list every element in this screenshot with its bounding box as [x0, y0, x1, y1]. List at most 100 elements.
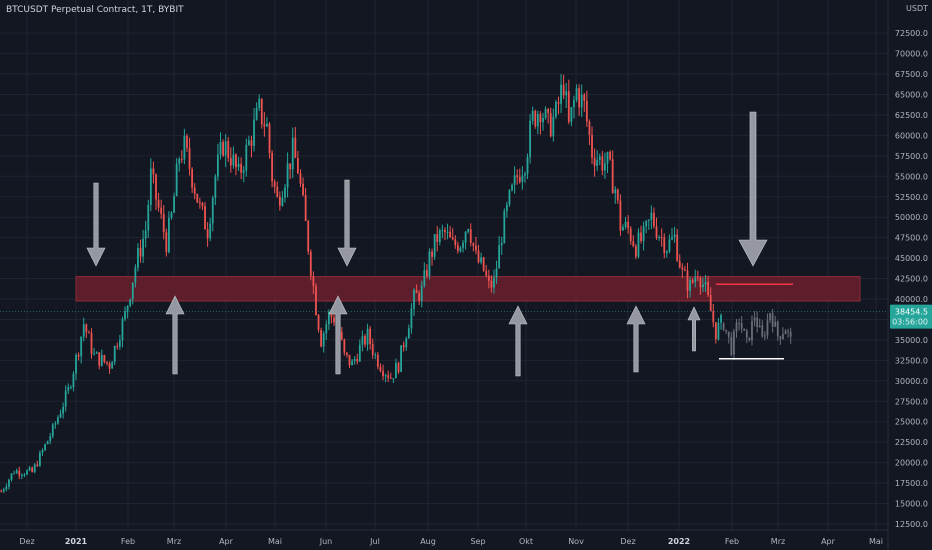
price-tick-label: 52500.0: [895, 193, 928, 202]
resistance-zone-layer: [75, 276, 861, 302]
candle-body: [366, 328, 369, 345]
candle-body: [139, 248, 142, 257]
candle-body: [178, 158, 181, 164]
candle-body: [508, 190, 511, 205]
candle-body: [397, 362, 400, 373]
price-axis[interactable]: 12500.0 15000.0 17500.0 20000.0 22500.0 25000…: [887, 0, 932, 550]
projection-body: [740, 323, 743, 329]
candle-body: [36, 464, 39, 466]
candle-body: [606, 152, 609, 164]
price-tick-label: 72500.0: [895, 29, 928, 38]
time-tick-label: Nov: [568, 537, 584, 546]
projection-body: [776, 321, 779, 337]
projection-body: [735, 322, 738, 332]
candle-body: [325, 324, 328, 334]
candle-body: [441, 230, 444, 232]
candle-body: [622, 227, 624, 231]
candle-body: [69, 387, 72, 389]
candle-body: [609, 152, 611, 160]
candle-body: [694, 277, 697, 283]
candle-body: [668, 239, 671, 252]
candle-body: [46, 441, 49, 445]
price-tick-label: 22500.0: [895, 438, 928, 447]
time-tick-label: 2021: [65, 537, 88, 546]
candle-body: [162, 213, 165, 233]
candle-body: [327, 312, 330, 325]
candle-body: [59, 413, 62, 418]
projection-body: [769, 313, 771, 321]
candle-body: [459, 247, 462, 252]
candle-body: [521, 175, 524, 182]
projection-body: [766, 320, 769, 336]
candle-body: [18, 470, 21, 476]
time-axis[interactable]: Dez 2021 Feb Mrz Apr Mai Jun Jul Aug Sep Okt Nov Dez…: [0, 529, 888, 546]
arrow-up-icon: [165, 295, 185, 375]
candle-body: [614, 189, 617, 194]
candle-body: [596, 159, 599, 166]
candle-body: [456, 245, 459, 252]
candle-body: [294, 137, 297, 158]
candle-body: [211, 198, 214, 224]
projection-body: [771, 313, 774, 327]
candle-body: [15, 470, 18, 474]
candle-body: [44, 444, 46, 451]
projection-body: [756, 317, 759, 328]
candle-body: [681, 267, 684, 270]
candle-body: [573, 100, 575, 108]
candle-body: [376, 354, 379, 367]
arrow-up-icon: [626, 305, 646, 373]
candle-body: [235, 154, 237, 168]
candle-body: [98, 352, 101, 366]
candle-body: [562, 84, 565, 96]
candle-body: [152, 168, 155, 175]
projection-body: [782, 334, 784, 339]
candle-body: [433, 234, 436, 257]
arrow-up-icon: [508, 305, 528, 377]
candle-body: [23, 474, 26, 476]
candle-body: [253, 119, 255, 146]
arrow-up-icon: [687, 306, 701, 352]
candle-body: [640, 232, 642, 241]
candle-body: [477, 250, 480, 263]
candle-body: [500, 243, 503, 246]
candle-body: [678, 260, 681, 268]
candle-body: [583, 94, 586, 101]
candle-body: [642, 226, 645, 241]
candle-body: [467, 229, 470, 232]
candle-body: [446, 231, 449, 233]
candle-body: [647, 219, 650, 221]
candle-body: [358, 344, 361, 362]
candle-body: [405, 338, 408, 348]
time-tick-label: Sep: [470, 537, 485, 546]
price-tick-label: 17500.0: [895, 479, 928, 488]
candle-body: [531, 111, 534, 121]
candle-body: [676, 234, 679, 261]
candle-body: [276, 186, 279, 197]
candle-body: [449, 231, 452, 238]
price-tick-label: 30000.0: [895, 377, 928, 386]
candle-body: [315, 286, 317, 316]
candle-body: [524, 173, 526, 176]
candle-body: [660, 237, 663, 239]
candle-body: [645, 220, 648, 227]
time-tick-label: Apr: [219, 537, 234, 546]
arrow-down-icon: [337, 179, 357, 267]
candle-body: [255, 107, 258, 120]
arrow-up-icon: [328, 295, 348, 375]
candle-body: [704, 282, 707, 285]
candle-body: [242, 170, 245, 173]
candle-body: [95, 352, 98, 354]
candle-body: [333, 317, 335, 323]
time-tick-label: Jul: [369, 537, 380, 546]
candle-body: [555, 102, 557, 117]
candle-body: [480, 257, 482, 263]
time-tick-label: Mrz: [771, 537, 785, 546]
candle-body: [482, 257, 485, 271]
candle-body: [717, 322, 720, 340]
candle-body: [565, 91, 568, 96]
candle-body: [684, 269, 686, 271]
projection-body: [722, 323, 725, 330]
candle-body: [85, 324, 88, 333]
price-tick-label: 70000.0: [895, 50, 928, 59]
